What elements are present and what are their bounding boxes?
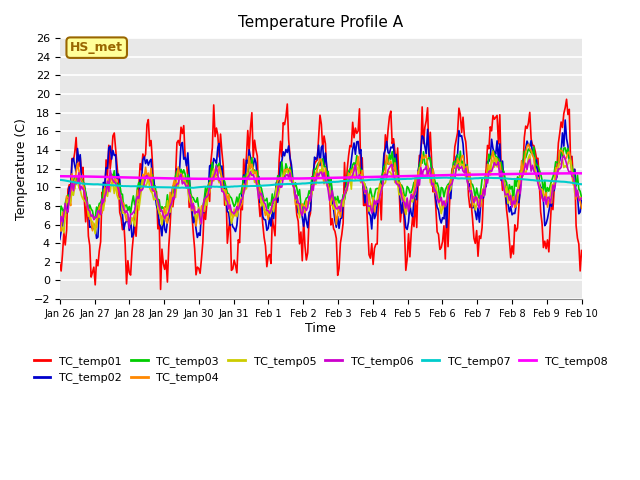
TC_temp01: [56, 261, 63, 267]
TC_temp06: [577, 197, 584, 203]
TC_temp07: [508, 176, 516, 182]
TC_temp06: [90, 217, 98, 223]
TC_temp05: [578, 196, 586, 202]
TC_temp08: [90, 174, 98, 180]
TC_temp02: [74, 145, 81, 151]
TC_temp02: [561, 117, 569, 123]
TC_temp06: [56, 224, 63, 230]
TC_temp03: [326, 183, 333, 189]
TC_temp06: [74, 180, 81, 185]
TC_temp06: [326, 198, 333, 204]
TC_temp04: [92, 225, 99, 231]
TC_temp05: [74, 178, 81, 183]
TC_temp04: [429, 166, 437, 172]
TC_temp06: [578, 195, 586, 201]
TC_temp03: [578, 194, 586, 200]
TC_temp01: [74, 164, 81, 169]
TC_temp04: [525, 141, 532, 147]
TC_temp04: [56, 225, 63, 231]
TC_temp08: [507, 171, 515, 177]
TC_temp02: [575, 211, 582, 216]
Title: Temperature Profile A: Temperature Profile A: [238, 15, 403, 30]
Legend: TC_temp01, TC_temp02, TC_temp03, TC_temp04, TC_temp05, TC_temp06, TC_temp07, TC_: TC_temp01, TC_temp02, TC_temp03, TC_temp…: [29, 351, 612, 388]
TC_temp08: [74, 173, 81, 179]
TC_temp07: [326, 180, 333, 185]
TC_temp03: [56, 215, 63, 221]
TC_temp03: [429, 167, 437, 172]
TC_temp03: [507, 186, 515, 192]
TC_temp02: [506, 209, 513, 215]
TC_temp02: [56, 237, 63, 242]
TC_temp04: [75, 168, 83, 173]
TC_temp02: [90, 226, 98, 231]
TC_temp01: [578, 248, 586, 253]
TC_temp02: [578, 197, 586, 203]
Line: TC_temp05: TC_temp05: [60, 155, 582, 234]
TC_temp06: [507, 192, 515, 198]
TC_temp05: [92, 231, 99, 237]
TC_temp03: [90, 216, 98, 222]
TC_temp05: [90, 223, 98, 229]
Line: TC_temp06: TC_temp06: [60, 156, 582, 228]
TC_temp07: [74, 180, 81, 186]
TC_temp01: [429, 189, 437, 195]
TC_temp04: [326, 192, 333, 198]
TC_temp07: [90, 181, 98, 187]
Line: TC_temp01: TC_temp01: [60, 99, 582, 289]
TC_temp01: [326, 190, 333, 195]
TC_temp08: [578, 170, 586, 176]
TC_temp07: [578, 181, 586, 187]
TC_temp06: [560, 153, 568, 159]
TC_temp05: [577, 194, 584, 200]
TC_temp03: [530, 144, 538, 150]
TC_temp05: [326, 185, 333, 191]
TC_temp08: [326, 175, 333, 181]
TC_temp03: [92, 216, 99, 221]
TC_temp06: [125, 225, 133, 231]
TC_temp05: [429, 183, 437, 189]
Line: TC_temp04: TC_temp04: [60, 144, 582, 231]
TC_temp08: [577, 170, 584, 176]
TC_temp07: [56, 177, 63, 183]
TC_temp07: [429, 175, 437, 181]
TC_temp01: [157, 287, 164, 292]
TC_temp05: [56, 219, 63, 225]
TC_temp04: [507, 202, 515, 207]
TC_temp01: [90, 264, 98, 270]
TC_temp08: [220, 176, 227, 182]
TC_temp07: [443, 175, 451, 180]
TC_temp08: [572, 170, 580, 176]
Line: TC_temp08: TC_temp08: [60, 173, 582, 179]
TC_temp08: [429, 173, 437, 179]
TC_temp01: [507, 255, 515, 261]
TC_temp01: [577, 268, 584, 274]
Line: TC_temp03: TC_temp03: [60, 147, 582, 219]
TC_temp07: [189, 185, 197, 191]
TC_temp03: [577, 189, 584, 194]
TC_temp05: [507, 192, 515, 197]
TC_temp02: [324, 178, 332, 184]
TC_temp08: [56, 173, 63, 179]
TC_temp03: [74, 180, 81, 186]
TC_temp04: [577, 198, 584, 204]
TC_temp07: [577, 181, 584, 187]
Line: TC_temp07: TC_temp07: [60, 178, 582, 188]
Line: TC_temp02: TC_temp02: [60, 120, 582, 240]
TC_temp04: [578, 205, 586, 211]
TC_temp01: [563, 96, 570, 102]
Y-axis label: Temperature (C): Temperature (C): [15, 118, 28, 219]
TC_temp05: [526, 152, 534, 157]
X-axis label: Time: Time: [305, 322, 336, 335]
TC_temp04: [58, 228, 65, 234]
Text: HS_met: HS_met: [70, 41, 124, 54]
TC_temp02: [428, 166, 436, 171]
TC_temp06: [429, 180, 437, 186]
